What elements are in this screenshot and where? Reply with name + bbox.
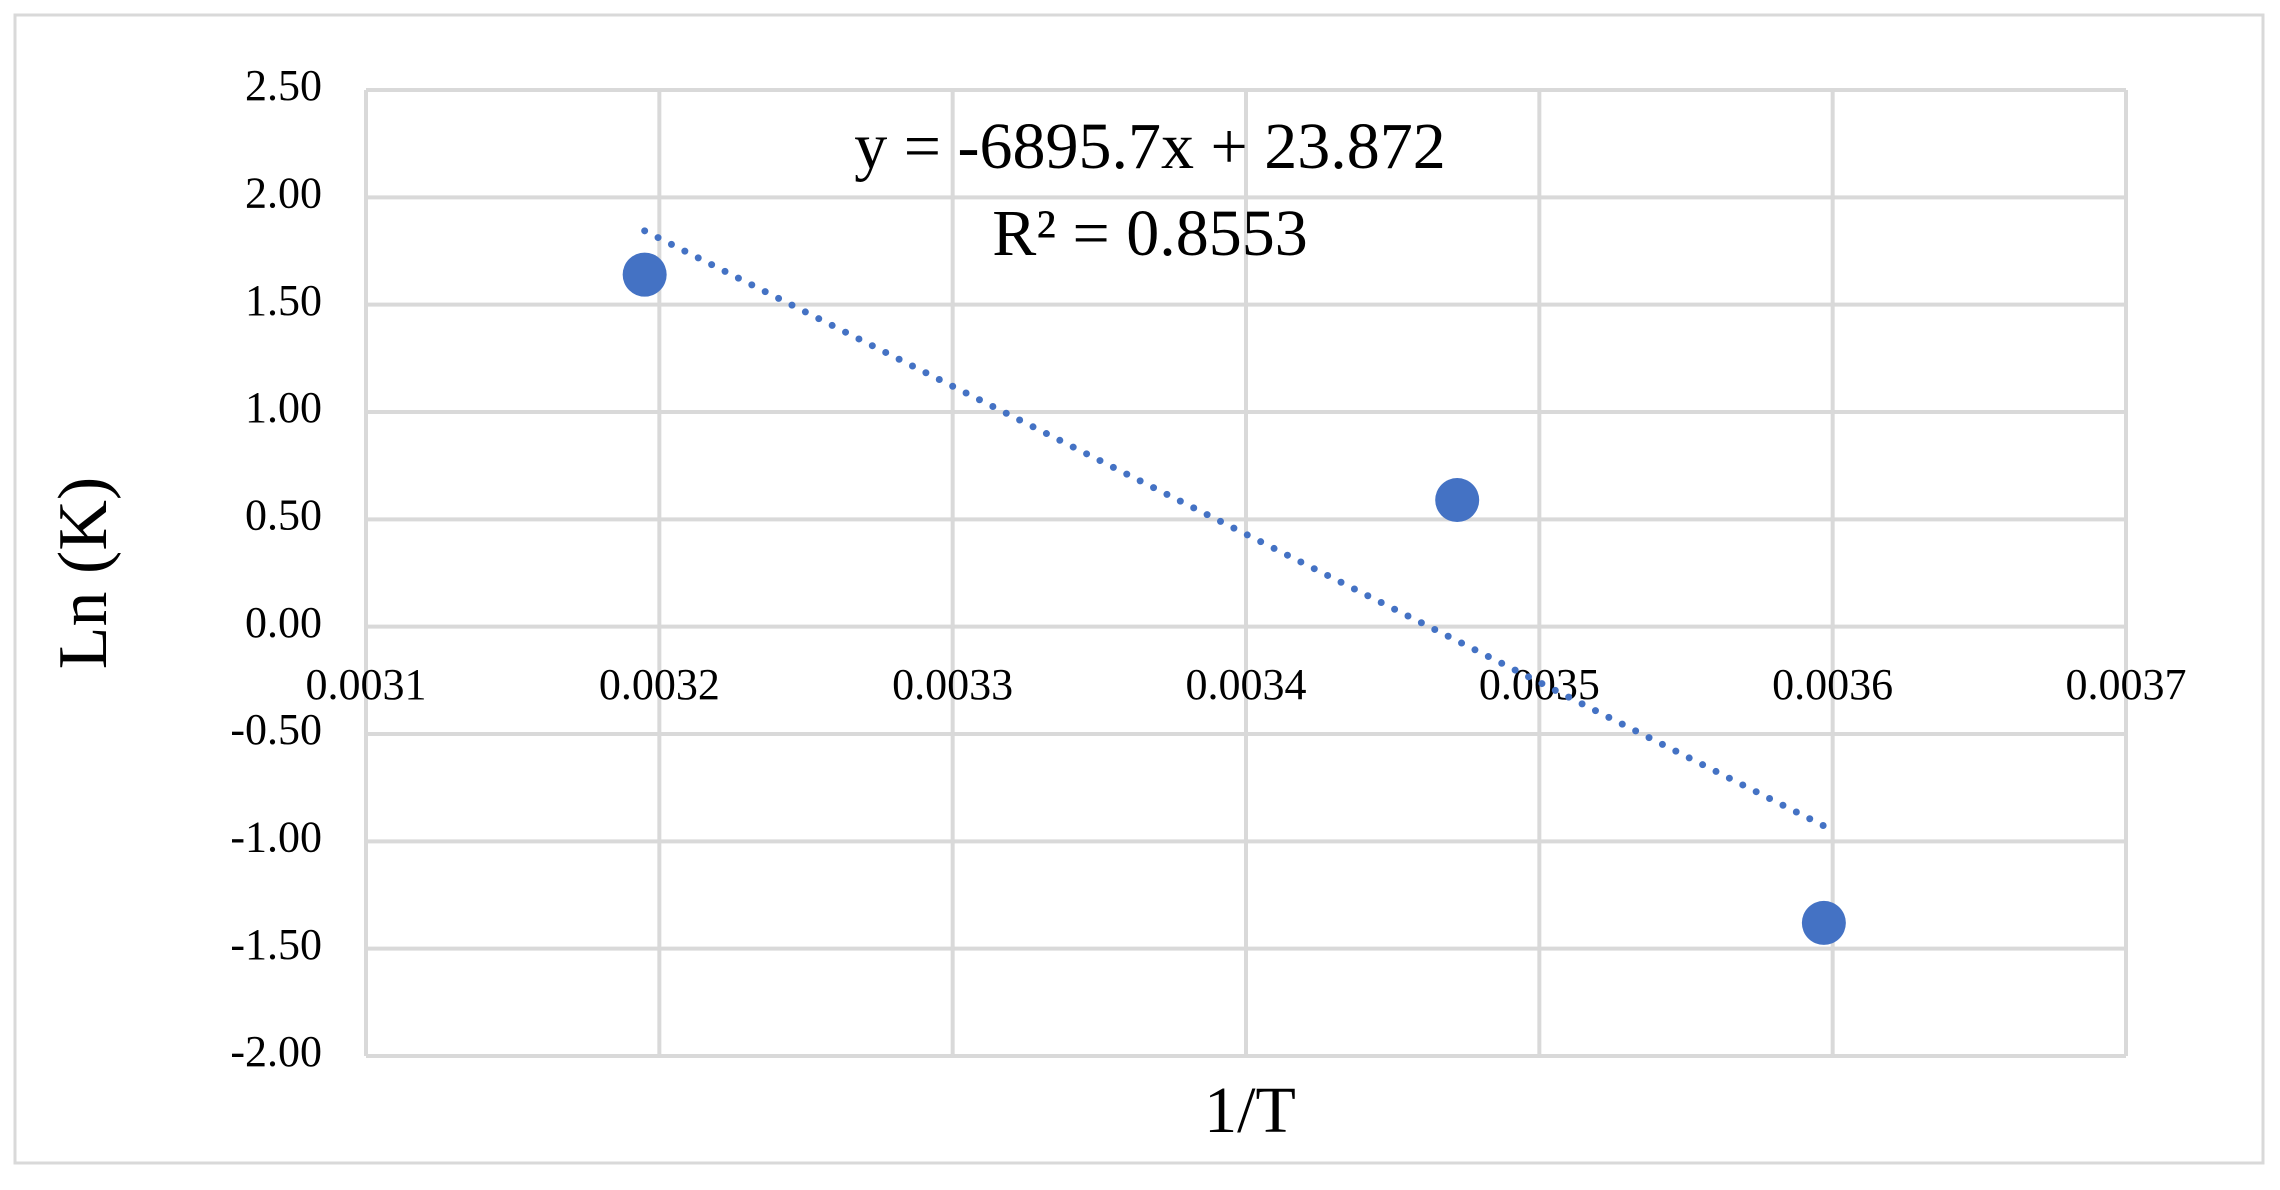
y-tick-label: 2.50 [245, 61, 322, 110]
trendline-r-squared: R² = 0.8553 [992, 197, 1308, 270]
y-axis-title: Ln (K) [45, 477, 122, 669]
data-point [1435, 478, 1480, 523]
trendline-equation: y = -6895.7x + 23.872 [854, 110, 1445, 183]
y-tick-label: 1.50 [245, 276, 322, 325]
x-tick-label: 0.0036 [1772, 660, 1893, 709]
data-point [1801, 900, 1846, 945]
x-tick-label: 0.0032 [599, 660, 720, 709]
x-tick-label: 0.0037 [2066, 660, 2187, 709]
y-tick-label: -0.50 [230, 705, 322, 754]
y-tick-label: -1.00 [230, 812, 322, 861]
x-axis-title: 1/T [1204, 1074, 1296, 1147]
y-tick-label: 2.00 [245, 168, 322, 217]
y-tick-label: -1.50 [230, 920, 322, 969]
y-tick-label: 0.50 [245, 490, 322, 539]
x-tick-label: 0.0034 [1186, 660, 1307, 709]
y-tick-label: 1.00 [245, 383, 322, 432]
grid [364, 88, 2128, 1058]
y-tick-label: 0.00 [245, 598, 322, 647]
chart-border [13, 13, 2265, 1165]
trendline [641, 227, 1828, 830]
y-tick-label: -2.00 [230, 1027, 322, 1076]
data-point [622, 252, 667, 297]
x-tick-label: 0.0031 [306, 660, 427, 709]
x-tick-label: 0.0033 [892, 660, 1013, 709]
